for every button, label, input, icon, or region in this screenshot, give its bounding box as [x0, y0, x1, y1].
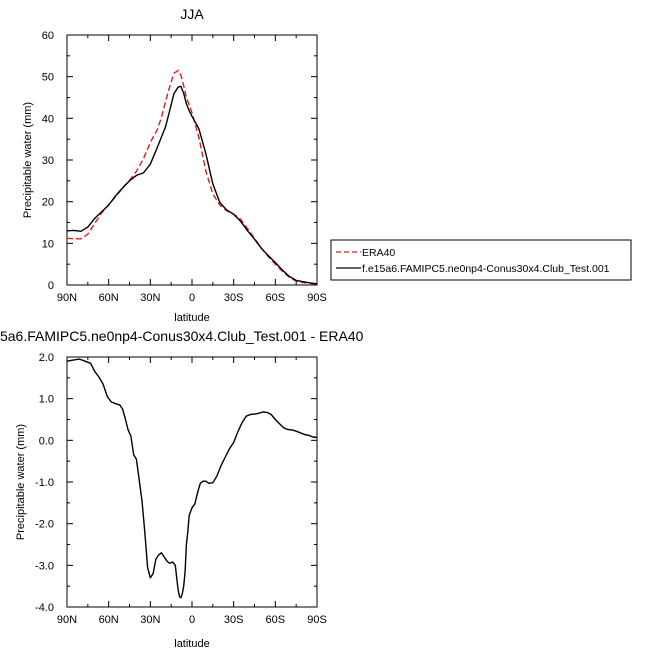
- y-tick-label: 0: [48, 280, 54, 292]
- bottom-series: [66, 358, 318, 599]
- x-tick-label: 0: [189, 614, 195, 626]
- x-tick-label: 30S: [224, 614, 244, 626]
- y-tick-label: 0.0: [39, 435, 54, 447]
- y-tick-label: -3.0: [35, 560, 54, 572]
- series-line-difference: [66, 358, 318, 599]
- series-line-f-e15a6-famipc5-ne0np4-conus30x4-club-test-001: [66, 85, 318, 285]
- y-tick-label: 1.0: [39, 394, 54, 406]
- y-tick-label: 10: [42, 238, 54, 250]
- bottom-chart: f.e15a6.FAMIPC5.ne0np4-Conus30x4.Club_Te…: [0, 328, 364, 650]
- x-tick-label: 90S: [307, 614, 327, 626]
- y-tick-label: -1.0: [35, 477, 54, 489]
- bottom-x-axis-label: latitude: [174, 638, 209, 650]
- x-tick-label: 90N: [57, 614, 77, 626]
- x-tick-label: 60S: [266, 292, 286, 304]
- y-tick-label: 50: [42, 72, 54, 84]
- x-tick-label: 90N: [57, 292, 77, 304]
- top-ticks: 90N 60N 30N 0 30S 60S 90S 0 10 20 30 40 50 60: [42, 30, 327, 304]
- legend-box: [330, 239, 632, 281]
- top-chart: JJA 90N 60N 30N 0 30S 60S 90S 0 10 20 30 40 50 60 lat…: [22, 6, 327, 324]
- x-tick-label: 60S: [266, 614, 286, 626]
- x-tick-label: 90S: [307, 292, 327, 304]
- top-chart-title: JJA: [180, 6, 204, 22]
- series-line-era40: [66, 69, 318, 285]
- x-tick-label: 60N: [99, 292, 119, 304]
- y-tick-label: 40: [42, 113, 54, 125]
- y-tick-label: 30: [42, 155, 54, 167]
- y-tick-label: -2.0: [35, 519, 54, 531]
- top-y-axis-label: Precipitable water (mm): [22, 102, 34, 218]
- top-series: [66, 69, 318, 285]
- top-x-axis-label: latitude: [174, 312, 209, 324]
- y-tick-label: -4.0: [35, 602, 54, 614]
- bottom-y-axis-label: Precipitable water (mm): [15, 424, 27, 540]
- x-tick-label: 30S: [224, 292, 244, 304]
- x-tick-label: 0: [189, 292, 195, 304]
- x-tick-label: 30N: [140, 292, 160, 304]
- bottom-plot-frame: [66, 356, 318, 608]
- legend-label-era40: ERA40: [362, 247, 395, 259]
- x-tick-label: 30N: [140, 614, 160, 626]
- bottom-ticks: 90N 60N 30N 0 30S 60S 90S -4.0 -3.0 -2.0 -1.0 0.0 1.…: [35, 352, 327, 626]
- y-tick-label: 2.0: [39, 352, 54, 364]
- top-plot-frame: [66, 34, 318, 286]
- legend-label-model: f.e15a6.FAMIPC5.ne0np4-Conus30x4.Club_Te…: [362, 263, 610, 275]
- x-tick-label: 60N: [99, 614, 119, 626]
- bottom-chart-title: f.e15a6.FAMIPC5.ne0np4-Conus30x4.Club_Te…: [0, 328, 364, 344]
- y-tick-label: 20: [42, 197, 54, 209]
- legend: ERA40 f.e15a6.FAMIPC5.ne0np4-Conus30x4.C…: [330, 239, 632, 281]
- y-tick-label: 60: [42, 30, 54, 42]
